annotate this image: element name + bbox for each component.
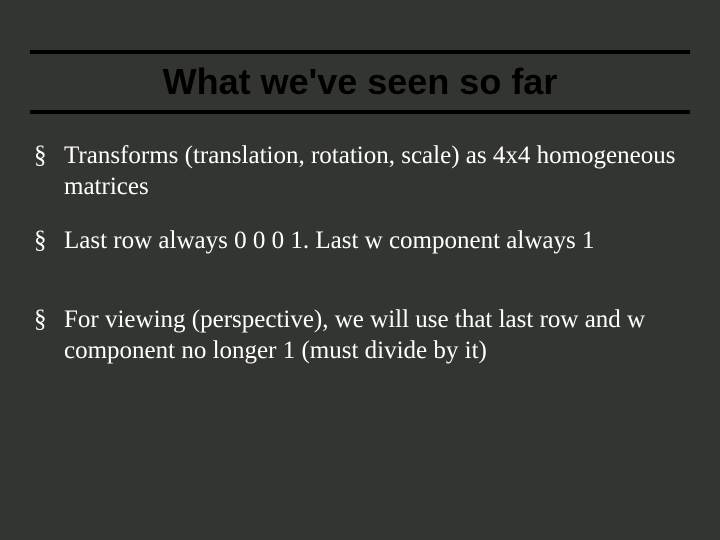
list-item: For viewing (perspective), we will use t…: [30, 304, 690, 367]
list-item: Transforms (translation, rotation, scale…: [30, 140, 690, 203]
list-item: Last row always 0 0 0 1. Last w componen…: [30, 225, 690, 256]
slide-title: What we've seen so far: [0, 62, 720, 102]
title-rule-top: [30, 50, 690, 54]
slide: What we've seen so far Transforms (trans…: [0, 0, 720, 540]
bullet-list: Transforms (translation, rotation, scale…: [30, 140, 690, 388]
title-rule-bottom: [30, 110, 690, 114]
